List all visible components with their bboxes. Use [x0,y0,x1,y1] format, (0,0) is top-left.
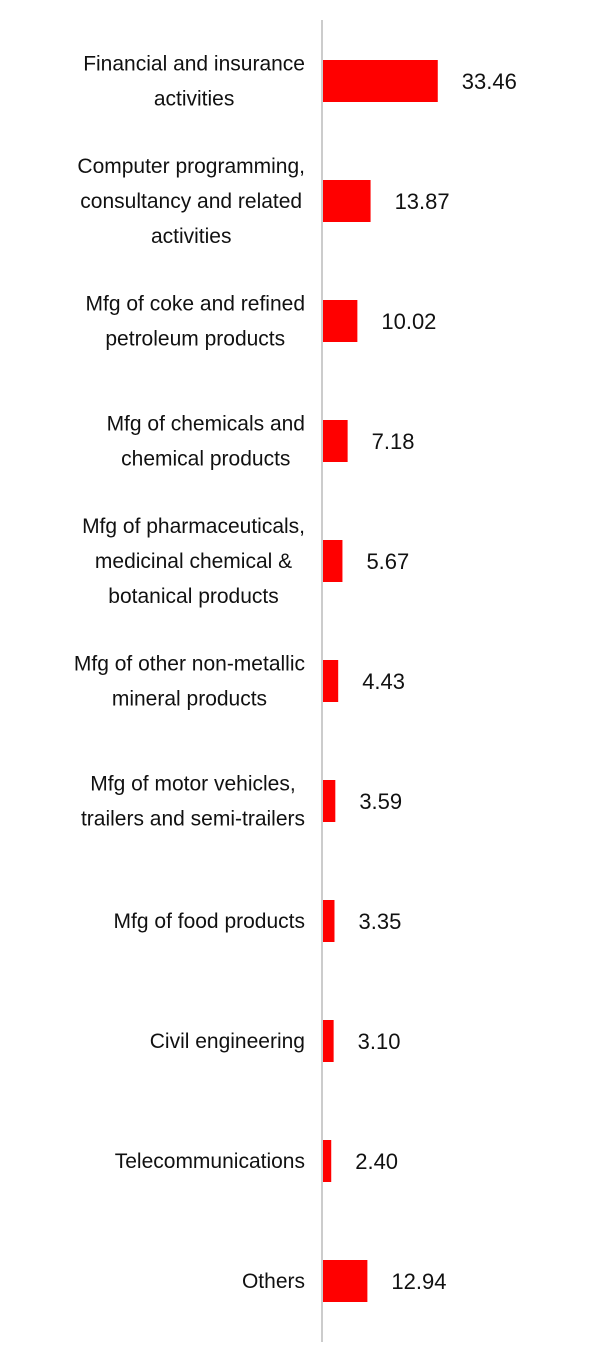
category-label-6: Mfg of other non-metallic mineral product… [74,653,305,711]
category-label-line: Mfg of other non-metallic [74,653,305,676]
value-label-7: 3.59 [359,789,402,814]
category-label-5: Mfg of pharmaceuticals, medicinal chemica… [82,515,305,608]
category-label-11: Others [242,1270,305,1293]
value-label-9: 3.10 [358,1029,401,1054]
bar-2 [323,180,371,222]
category-label-line: Computer programming, [77,155,305,178]
category-label-line: activities [151,225,232,248]
category-label-line: trailers and semi-trailers [81,808,305,831]
value-label-11: 12.94 [391,1269,446,1294]
category-label-7: Mfg of motor vehicles, trailers and semi-… [81,773,305,831]
bar-3 [323,300,358,342]
value-label-8: 3.35 [358,909,401,934]
category-label-line: mineral products [112,688,267,711]
bar-6 [323,660,339,702]
value-label-3: 10.02 [381,309,436,334]
bar-5 [323,540,343,582]
category-label-line: Civil engineering [150,1030,305,1053]
category-labels-group: Financial and insurance activitiesCompute… [74,53,305,1294]
category-label-line: Mfg of motor vehicles, [90,773,295,796]
bar-8 [323,900,335,942]
bar-11 [323,1260,368,1302]
category-label-10: Telecommunications [115,1150,305,1173]
value-label-10: 2.40 [355,1149,398,1174]
category-label-line: Telecommunications [115,1150,305,1173]
value-label-2: 13.87 [395,189,450,214]
bar-7 [323,780,336,822]
category-label-line: Mfg of food products [114,910,305,933]
category-label-1: Financial and insurance activities [83,53,305,111]
bars-group [323,60,438,1302]
category-label-8: Mfg of food products [114,910,305,933]
value-label-4: 7.18 [372,429,415,454]
category-label-9: Civil engineering [150,1030,305,1053]
bar-10 [323,1140,332,1182]
category-label-line: consultancy and related [80,190,302,213]
category-label-4: Mfg of chemicals and chemical products [107,413,305,471]
category-label-line: Financial and insurance [83,53,305,76]
category-label-2: Computer programming, consultancy and rel… [77,155,305,248]
category-label-line: Mfg of pharmaceuticals, [82,515,305,538]
category-label-line: Mfg of coke and refined [86,293,305,316]
category-label-line: activities [154,88,235,111]
value-label-5: 5.67 [366,549,409,574]
category-label-3: Mfg of coke and refined petroleum product… [86,293,305,351]
category-label-line: chemical products [121,448,290,471]
category-label-line: petroleum products [105,328,285,351]
value-labels-group: 33.46 13.87 10.02 7.18 5.67 4.43 3.59 3.35 3.10 2… [355,69,517,1294]
value-label-1: 33.46 [462,69,517,94]
category-label-line: medicinal chemical & [95,550,292,573]
value-label-6: 4.43 [362,669,405,694]
category-label-line: Mfg of chemicals and [107,413,305,436]
category-label-line: Others [242,1270,305,1293]
bar-4 [323,420,348,462]
category-label-line: botanical products [108,585,278,608]
bar-9 [323,1020,334,1062]
bar-1 [323,60,438,102]
